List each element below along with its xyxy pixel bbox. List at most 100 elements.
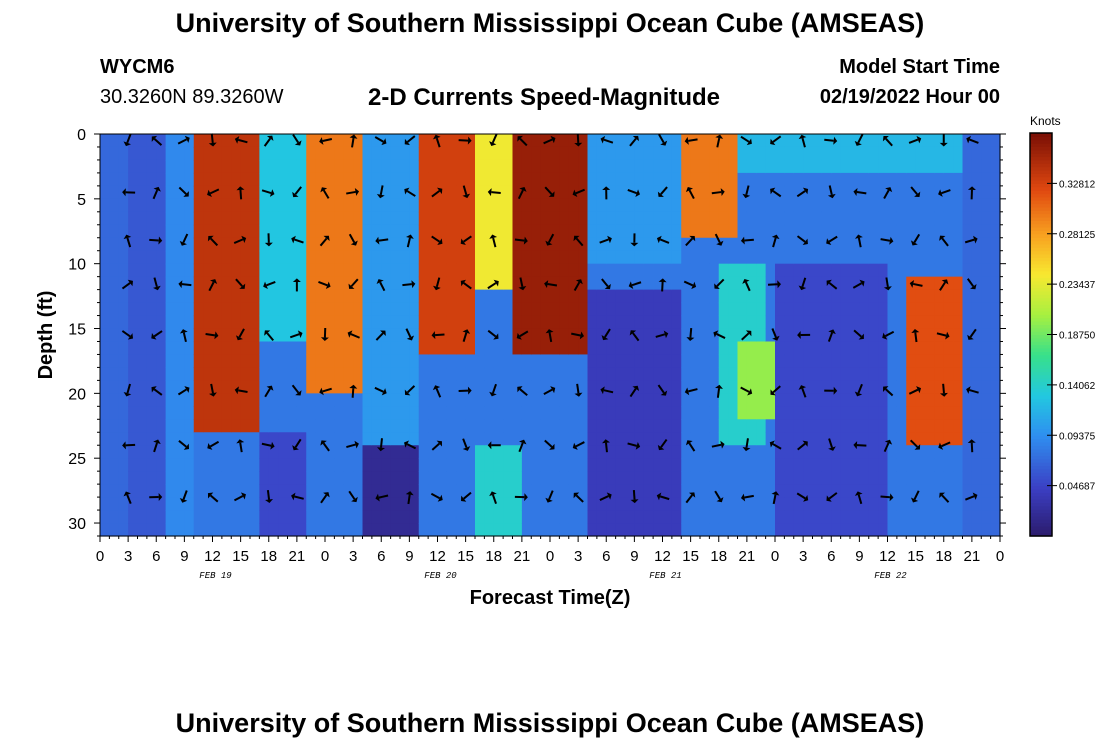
heatmap-cell <box>709 380 720 394</box>
heatmap-cell <box>550 134 560 148</box>
heatmap-cell <box>456 198 467 213</box>
colorbar-segment <box>1030 488 1052 493</box>
colorbar-label: Knots <box>1030 114 1061 128</box>
heatmap-cell <box>165 302 176 317</box>
heatmap-cell <box>343 315 354 330</box>
heatmap-cell <box>334 484 345 498</box>
heatmap-cell <box>662 224 673 239</box>
heatmap-cell <box>353 315 364 330</box>
heatmap-cell <box>325 484 335 498</box>
current-arrow <box>292 278 301 292</box>
heatmap-cell <box>596 211 607 226</box>
heatmap-cell <box>953 172 964 187</box>
heatmap-cell <box>521 523 532 537</box>
heatmap-cell <box>709 471 720 485</box>
heatmap-cell <box>606 393 617 407</box>
heatmap-cell <box>446 445 457 459</box>
heatmap-cell <box>568 328 579 343</box>
heatmap-cell <box>868 276 879 291</box>
heatmap-cell <box>231 419 242 433</box>
colorbar-segment <box>1030 193 1052 198</box>
heatmap-cell <box>193 393 204 407</box>
heatmap-cell <box>531 458 542 472</box>
heatmap-cell <box>831 172 842 187</box>
heatmap-cell <box>306 315 317 330</box>
heatmap-cell <box>203 302 214 317</box>
current-arrow <box>882 386 894 397</box>
heatmap-cell <box>850 367 860 381</box>
heatmap-cell <box>728 276 739 291</box>
heatmap-cell <box>596 159 607 174</box>
heatmap-cell <box>606 224 617 239</box>
heatmap-cell <box>962 211 973 226</box>
heatmap-cell <box>709 302 720 317</box>
heatmap-cell <box>746 185 757 200</box>
heatmap-cell <box>756 458 767 472</box>
heatmap-cell <box>671 354 682 369</box>
heatmap-cell <box>906 341 917 356</box>
heatmap-cell <box>212 185 223 200</box>
x-tick-label: 0 <box>96 548 104 565</box>
heatmap-cell <box>484 315 495 330</box>
heatmap-cell <box>306 134 317 148</box>
heatmap-cell <box>615 250 626 265</box>
heatmap-cell <box>381 458 392 472</box>
heatmap-cell <box>278 510 289 524</box>
heatmap-cell <box>578 263 589 278</box>
heatmap-cell <box>184 159 195 174</box>
heatmap-cell <box>118 380 129 394</box>
heatmap-cell <box>343 523 354 537</box>
colorbar: 0.328120.281250.234370.187500.140620.093… <box>1029 132 1096 537</box>
heatmap-cell <box>259 445 270 459</box>
heatmap-cell <box>709 289 720 304</box>
heatmap-cell <box>700 146 710 161</box>
heatmap-cell <box>812 250 823 265</box>
current-arrow <box>938 441 951 450</box>
heatmap-cell <box>165 250 176 265</box>
heatmap-cell <box>362 237 373 252</box>
heatmap-cell <box>728 263 739 278</box>
heatmap-cell <box>550 380 560 394</box>
heatmap-cell <box>971 523 982 537</box>
heatmap-cell <box>643 406 654 420</box>
heatmap-cell <box>559 315 570 330</box>
current-arrow <box>121 330 134 340</box>
heatmap-cell <box>568 341 579 356</box>
heatmap-cell <box>381 367 392 381</box>
heatmap-cell <box>568 237 579 252</box>
current-arrow <box>711 188 725 197</box>
heatmap-cell <box>409 458 420 472</box>
heatmap-cell <box>521 471 532 485</box>
heatmap-cell <box>259 380 270 394</box>
heatmap-cell <box>887 250 898 265</box>
heatmap-cell <box>325 523 335 537</box>
heatmap-cell <box>268 250 279 265</box>
heatmap-cell <box>606 497 617 511</box>
heatmap-cell <box>662 159 673 174</box>
heatmap-cell <box>521 497 532 511</box>
heatmap-cell <box>596 302 607 317</box>
heatmap-cell <box>128 393 139 407</box>
heatmap-cell <box>259 315 270 330</box>
heatmap-cell <box>700 380 710 394</box>
heatmap-cell <box>428 497 439 511</box>
current-arrow <box>234 135 248 144</box>
y-tick-label: 0 <box>77 127 86 144</box>
heatmap-cell <box>756 445 767 459</box>
heatmap-cell <box>803 302 814 317</box>
current-arrow <box>967 186 976 200</box>
heatmap-cell <box>728 354 739 369</box>
heatmap-cell <box>775 250 785 265</box>
heatmap-cell <box>859 432 870 446</box>
heatmap-cell <box>456 354 467 369</box>
heatmap-cell <box>184 185 195 200</box>
heatmap-cell <box>615 224 626 239</box>
heatmap-cell <box>353 159 364 174</box>
heatmap-cell <box>596 510 607 524</box>
heatmap-cell <box>643 185 654 200</box>
current-arrow <box>205 331 219 340</box>
heatmap-cell <box>475 224 485 239</box>
heatmap-cell <box>990 419 1001 433</box>
heatmap-cell <box>475 159 485 174</box>
current-arrow <box>292 186 302 198</box>
